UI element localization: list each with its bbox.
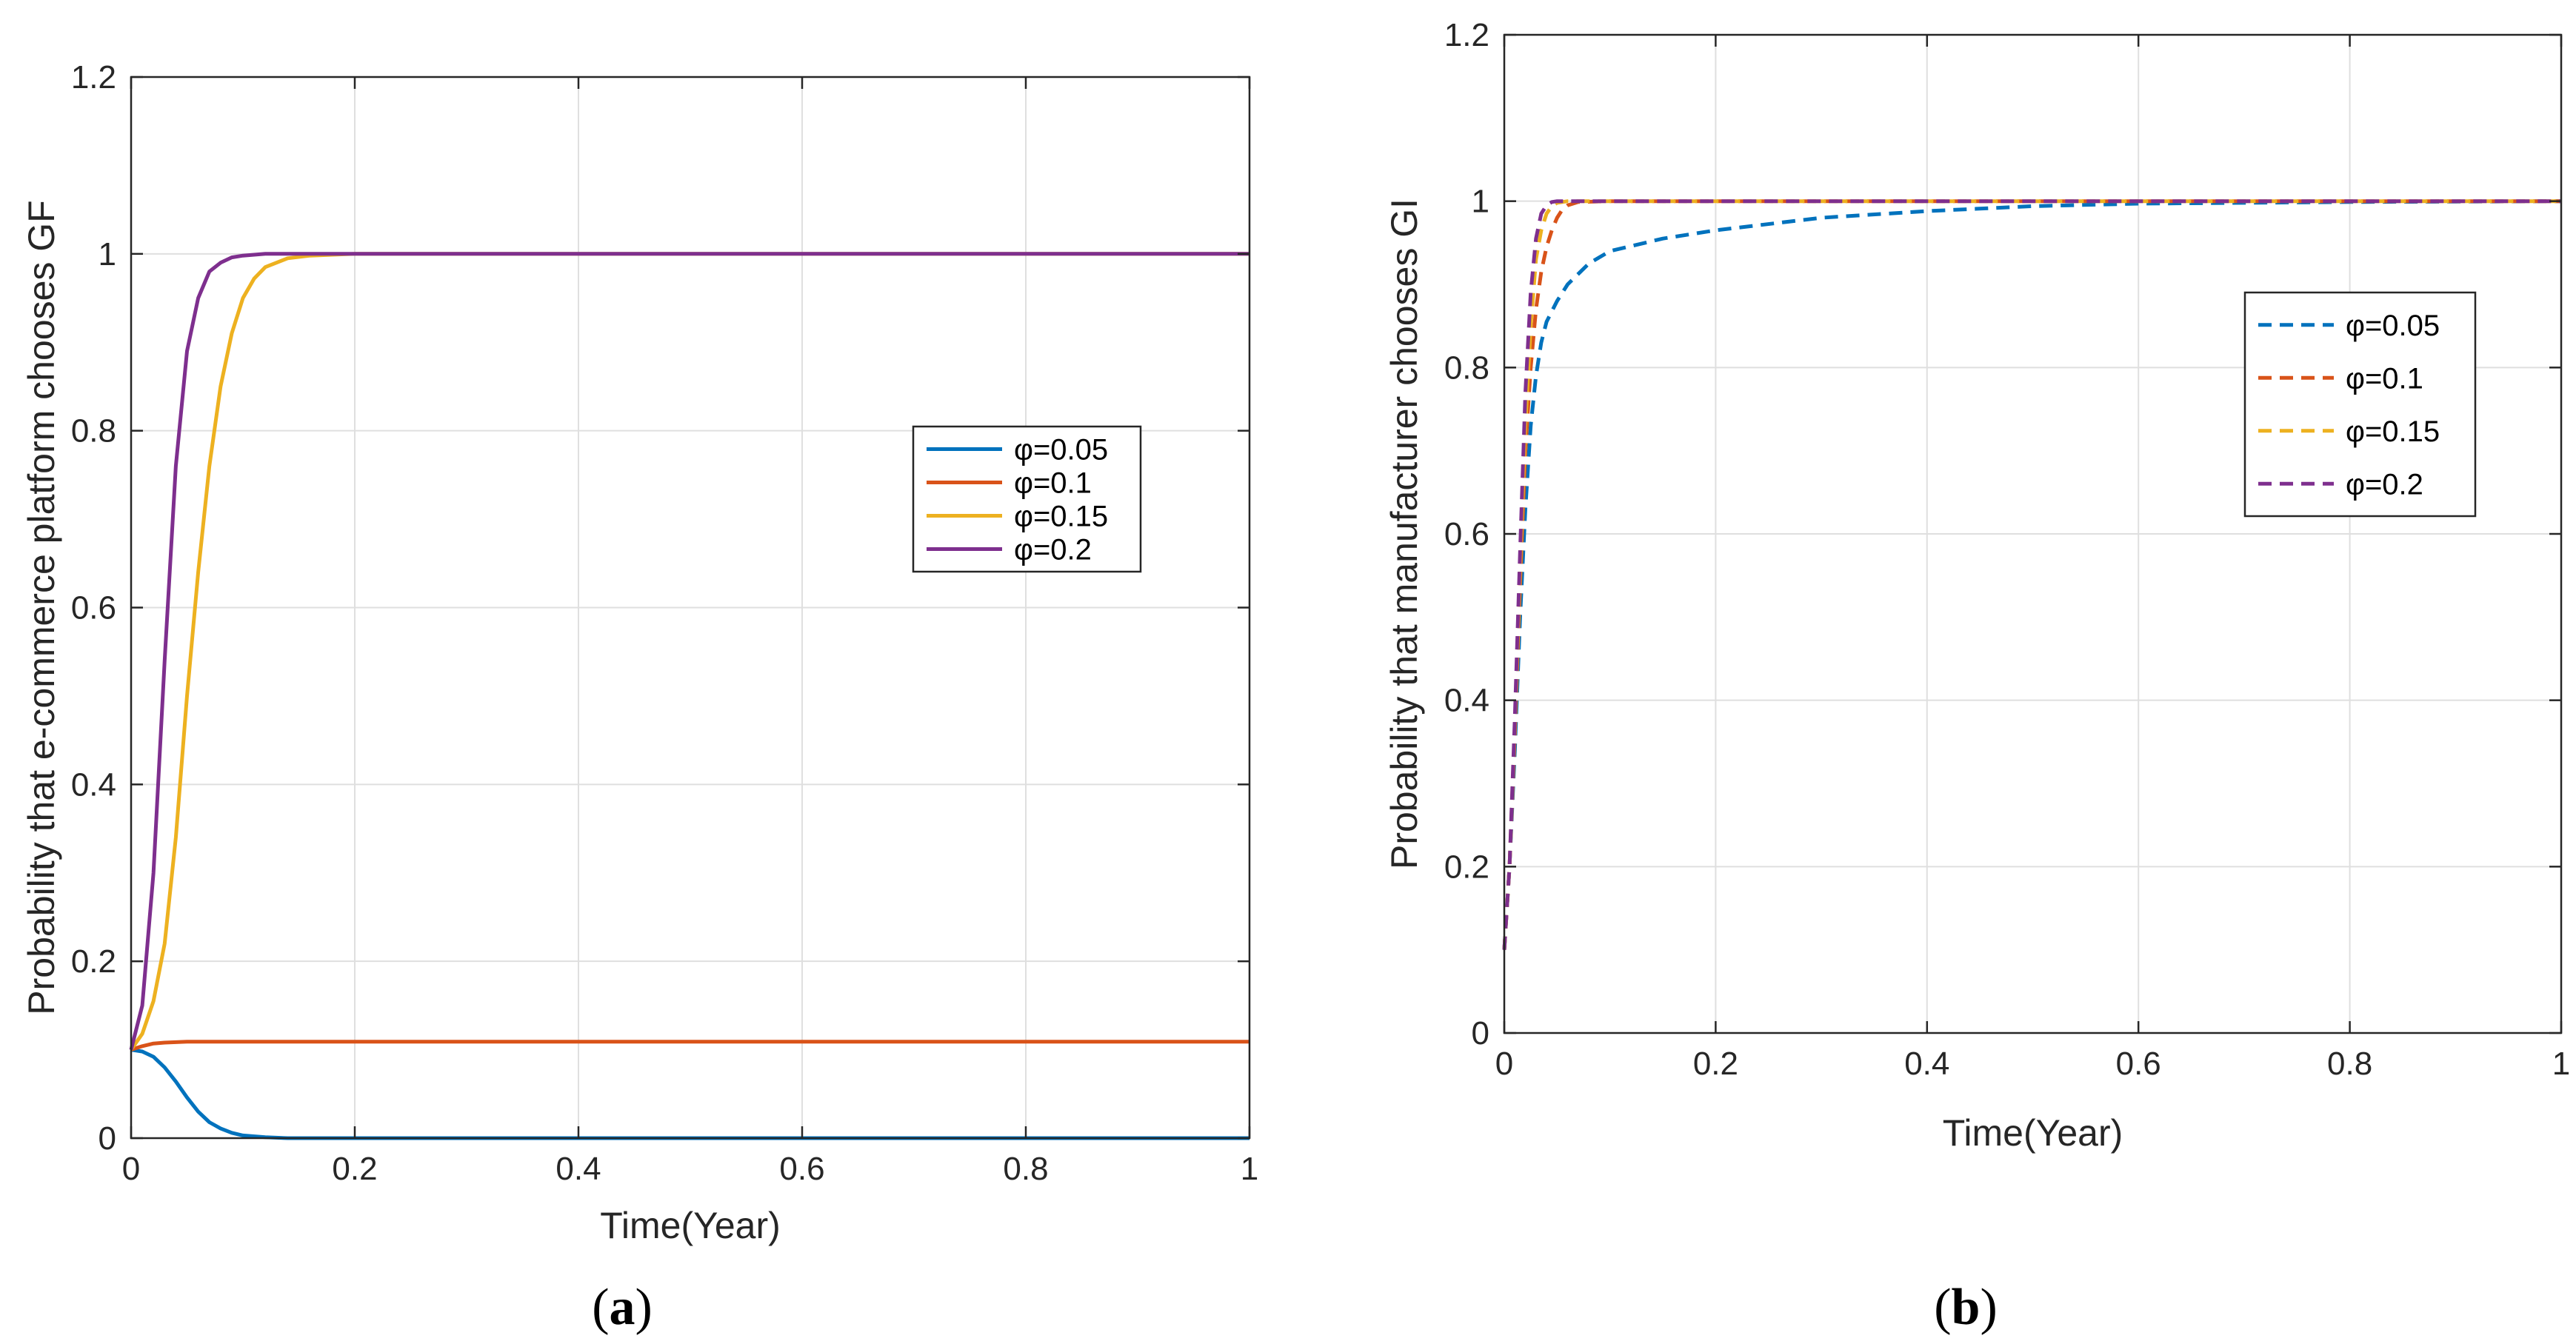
panel-caption: (a) xyxy=(592,1279,653,1336)
y-tick-label: 1 xyxy=(1472,184,1489,220)
series-line-2 xyxy=(130,1040,1249,1052)
x-axis-label: Time(Year) xyxy=(600,1205,781,1246)
y-tick-label: 0.6 xyxy=(71,590,116,626)
y-axis-label: Probability that manufacturer chooses GI xyxy=(1384,198,1425,869)
x-tick-label: 0.6 xyxy=(2116,1046,2161,1082)
legend-label-3: φ=0.15 xyxy=(2346,415,2440,448)
x-tick-label: 1 xyxy=(2552,1046,2570,1082)
series-line-4 xyxy=(129,252,1249,1051)
legend-label-2: φ=0.1 xyxy=(2346,362,2423,395)
y-tick-label: 0.4 xyxy=(71,766,116,803)
x-tick-label: 0 xyxy=(1495,1046,1513,1082)
y-tick-label: 0.8 xyxy=(1444,350,1489,386)
y-tick-label: 0 xyxy=(1472,1015,1489,1052)
y-tick-label: 0.4 xyxy=(1444,683,1489,719)
legend-label-2: φ=0.1 xyxy=(1014,467,1092,500)
legend: φ=0.05 φ=0.1 φ=0.15 φ=0.2 xyxy=(2243,291,2477,518)
chart-panel-a: 0 0.2 0.4 0.6 0.8 1 0 0.2 0.4 0.6 0.8 1 1.2 Time(Year… xyxy=(21,59,1258,1336)
x-tick-label: 0.2 xyxy=(332,1151,377,1187)
y-tick-label: 0.2 xyxy=(71,943,116,980)
y-tick-label: 1.2 xyxy=(71,59,116,96)
x-tick-label: 0.6 xyxy=(779,1151,824,1187)
x-axis-label: Time(Year) xyxy=(1943,1112,2123,1154)
y-tick-label: 0.2 xyxy=(1444,849,1489,885)
x-tick-label: 0 xyxy=(122,1151,140,1187)
x-tick-label: 0.4 xyxy=(555,1151,601,1187)
series-line-2 xyxy=(1502,199,2561,950)
x-tick-label: 0.8 xyxy=(2327,1046,2372,1082)
y-tick-label: 1 xyxy=(99,236,116,273)
y-tick-label: 0.8 xyxy=(71,413,116,449)
legend-label-4: φ=0.2 xyxy=(1014,534,1092,566)
x-tick-label: 1 xyxy=(1241,1151,1258,1187)
series-line-4 xyxy=(1502,199,2561,950)
legend-label-1: φ=0.05 xyxy=(2346,310,2440,342)
y-tick-label: 1.2 xyxy=(1444,17,1489,53)
panel-caption: (b) xyxy=(1934,1279,1998,1336)
chart-panel-b: 0 0.2 0.4 0.6 0.8 1 0 0.2 0.4 0.6 0.8 1 1.2 Time(Year… xyxy=(1384,17,2570,1336)
legend-label-1: φ=0.05 xyxy=(1014,434,1108,467)
y-tick-label: 0 xyxy=(99,1120,116,1157)
y-axis-label: Probability that e-commerce platform cho… xyxy=(21,200,62,1014)
legend-box xyxy=(2243,291,2477,518)
x-tick-label: 0.2 xyxy=(1693,1046,1738,1082)
x-tick-label: 0.4 xyxy=(1904,1046,1949,1082)
legend: φ=0.05φ=0.1φ=0.15φ=0.2 xyxy=(912,425,1142,573)
y-tick-label: 0.6 xyxy=(1444,516,1489,552)
x-tick-label: 0.8 xyxy=(1003,1151,1048,1187)
legend-label-4: φ=0.2 xyxy=(2346,468,2423,501)
legend-label-3: φ=0.15 xyxy=(1014,501,1108,533)
